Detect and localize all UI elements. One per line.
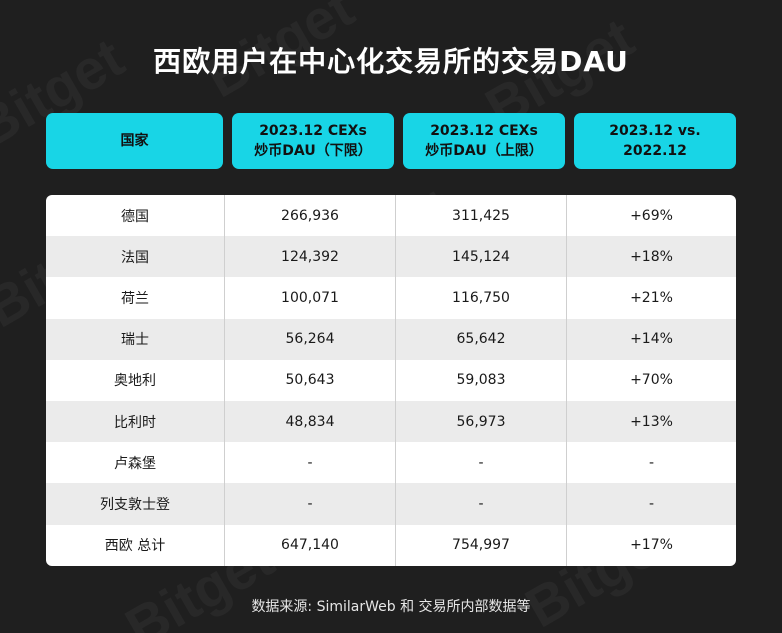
dau-high-cell: - [396, 442, 567, 484]
country-cell: 德国 [46, 195, 225, 237]
table-row: 比利时 48,834 56,973 +13% [46, 400, 736, 443]
data-table: 德国 266,936 311,425 +69% 法国 124,392 145,1… [46, 195, 736, 566]
source-note: 数据来源: SimilarWeb 和 交易所内部数据等 [251, 599, 531, 615]
dau-low-cell: - [225, 483, 396, 525]
dau-low-cell: 50,643 [225, 359, 396, 401]
dau-high-cell: 311,425 [396, 195, 567, 237]
header-dau-high: 2023.12 CEXs 炒币DAU（上限） [403, 113, 565, 169]
table-row: 奥地利 50,643 59,083 +70% [46, 359, 736, 401]
dau-high-cell: 116,750 [396, 277, 567, 319]
dau-low-cell: 266,936 [225, 195, 396, 237]
yoy-cell: +69% [630, 207, 673, 224]
yoy-cell: +17% [630, 537, 673, 554]
dau-low-cell: 100,071 [225, 277, 396, 319]
dau-high-cell: 65,642 [396, 318, 567, 360]
page-title: 西欧用户在中心化交易所的交易DAU [153, 45, 629, 78]
table-row: 荷兰 100,071 116,750 +21% [46, 277, 736, 319]
table-row: 德国 266,936 311,425 +69% [46, 195, 736, 237]
dau-high-cell: - [396, 483, 567, 525]
country-cell: 西欧 总计 [46, 524, 225, 566]
header-dau-low: 2023.12 CEXs 炒币DAU（下限） [232, 113, 394, 169]
table-row: 瑞士 56,264 65,642 +14% [46, 318, 736, 360]
yoy-cell: - [648, 454, 655, 471]
yoy-cell: +13% [630, 413, 673, 430]
yoy-cell: +70% [630, 372, 673, 389]
country-cell: 荷兰 [46, 277, 225, 319]
country-cell: 卢森堡 [46, 442, 225, 484]
dau-low-cell: 647,140 [225, 524, 396, 566]
dau-high-cell: 59,083 [396, 359, 567, 401]
header-label: 国家 [120, 133, 149, 149]
country-cell: 瑞士 [46, 318, 225, 360]
yoy-cell: +18% [630, 248, 673, 265]
dau-high-cell: 56,973 [396, 400, 567, 443]
header-label: 2023.12 CEXs 炒币DAU（上限） [425, 123, 543, 159]
yoy-cell: - [648, 495, 655, 512]
table-row: 列支敦士登 - - - [46, 483, 736, 525]
header-yoy: 2023.12 vs. 2022.12 [574, 113, 736, 169]
dau-low-cell: 124,392 [225, 236, 396, 278]
country-cell: 比利时 [46, 400, 225, 443]
dau-high-cell: 145,124 [396, 236, 567, 278]
header-label: 2023.12 vs. 2022.12 [609, 123, 701, 159]
header-label: 2023.12 CEXs 炒币DAU（下限） [254, 123, 372, 159]
dau-high-cell: 754,997 [396, 524, 567, 566]
dau-low-cell: - [225, 442, 396, 484]
yoy-cell: +14% [630, 331, 673, 348]
header-country: 国家 [46, 113, 223, 169]
table-row-total: 西欧 总计 647,140 754,997 +17% [46, 524, 736, 566]
table-row: 卢森堡 - - - [46, 442, 736, 484]
table-row: 法国 124,392 145,124 +18% [46, 236, 736, 278]
yoy-cell: +21% [630, 289, 673, 306]
country-cell: 奥地利 [46, 359, 225, 401]
dau-low-cell: 56,264 [225, 318, 396, 360]
country-cell: 列支敦士登 [46, 483, 225, 525]
country-cell: 法国 [46, 236, 225, 278]
dau-low-cell: 48,834 [225, 400, 396, 443]
